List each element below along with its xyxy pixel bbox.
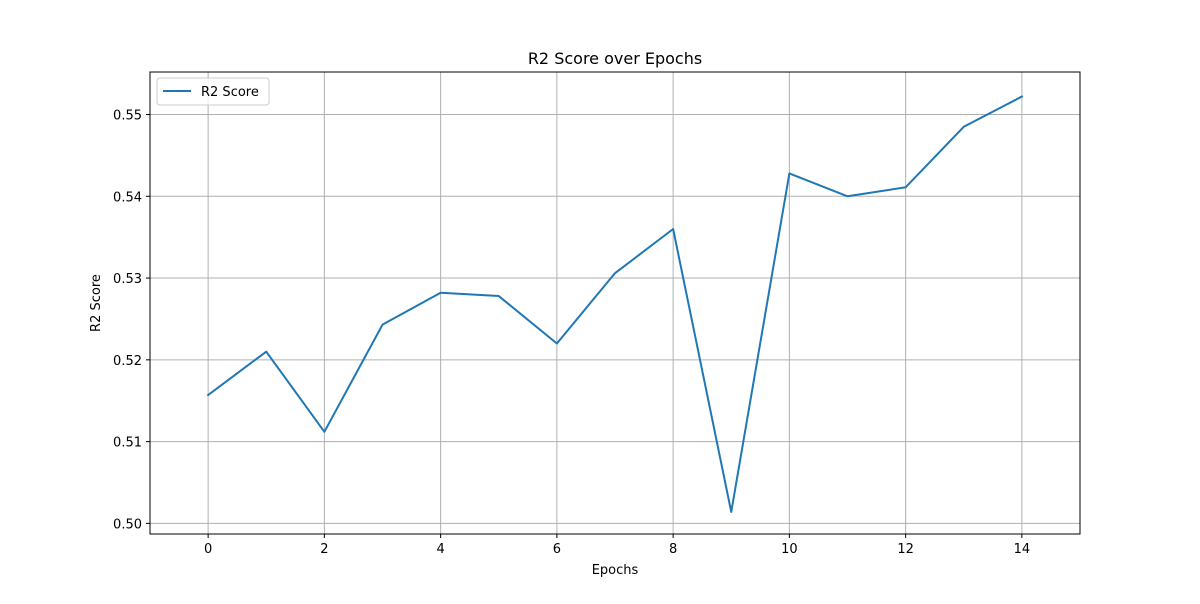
x-axis-ticks: 0 2 4 6 8 10 12 14 — [204, 534, 1030, 557]
plot-frame — [149, 71, 1081, 535]
y-axis-label: R2 Score — [89, 274, 104, 332]
legend: R2 Score — [156, 77, 270, 106]
y-axis-ticks: 0.50 0.51 0.52 0.53 0.54 0.55 — [113, 109, 150, 532]
chart-title: R2 Score over Epochs — [528, 49, 702, 68]
y-tick-label: 0.52 — [113, 354, 142, 369]
y-tick-label: 0.50 — [113, 517, 142, 532]
y-tick-label: 0.51 — [113, 436, 142, 451]
grid-lines — [150, 72, 1080, 534]
x-tick-label: 10 — [781, 542, 798, 557]
x-tick-label: 2 — [320, 542, 328, 557]
plot-lines — [206, 95, 1024, 513]
x-tick-label: 6 — [553, 542, 561, 557]
x-tick-label: 14 — [1014, 542, 1031, 557]
legend-label: R2 Score — [201, 85, 259, 100]
y-tick-label: 0.55 — [113, 109, 142, 124]
y-tick-label: 0.54 — [113, 190, 142, 205]
x-tick-label: 4 — [436, 542, 444, 557]
x-tick-label: 0 — [204, 542, 212, 557]
x-tick-label: 8 — [669, 542, 677, 557]
x-tick-label: 12 — [897, 542, 914, 557]
series-line — [206, 95, 1024, 513]
legend-box — [156, 77, 270, 106]
y-tick-label: 0.53 — [113, 272, 142, 287]
x-axis-label: Epochs — [592, 563, 639, 578]
